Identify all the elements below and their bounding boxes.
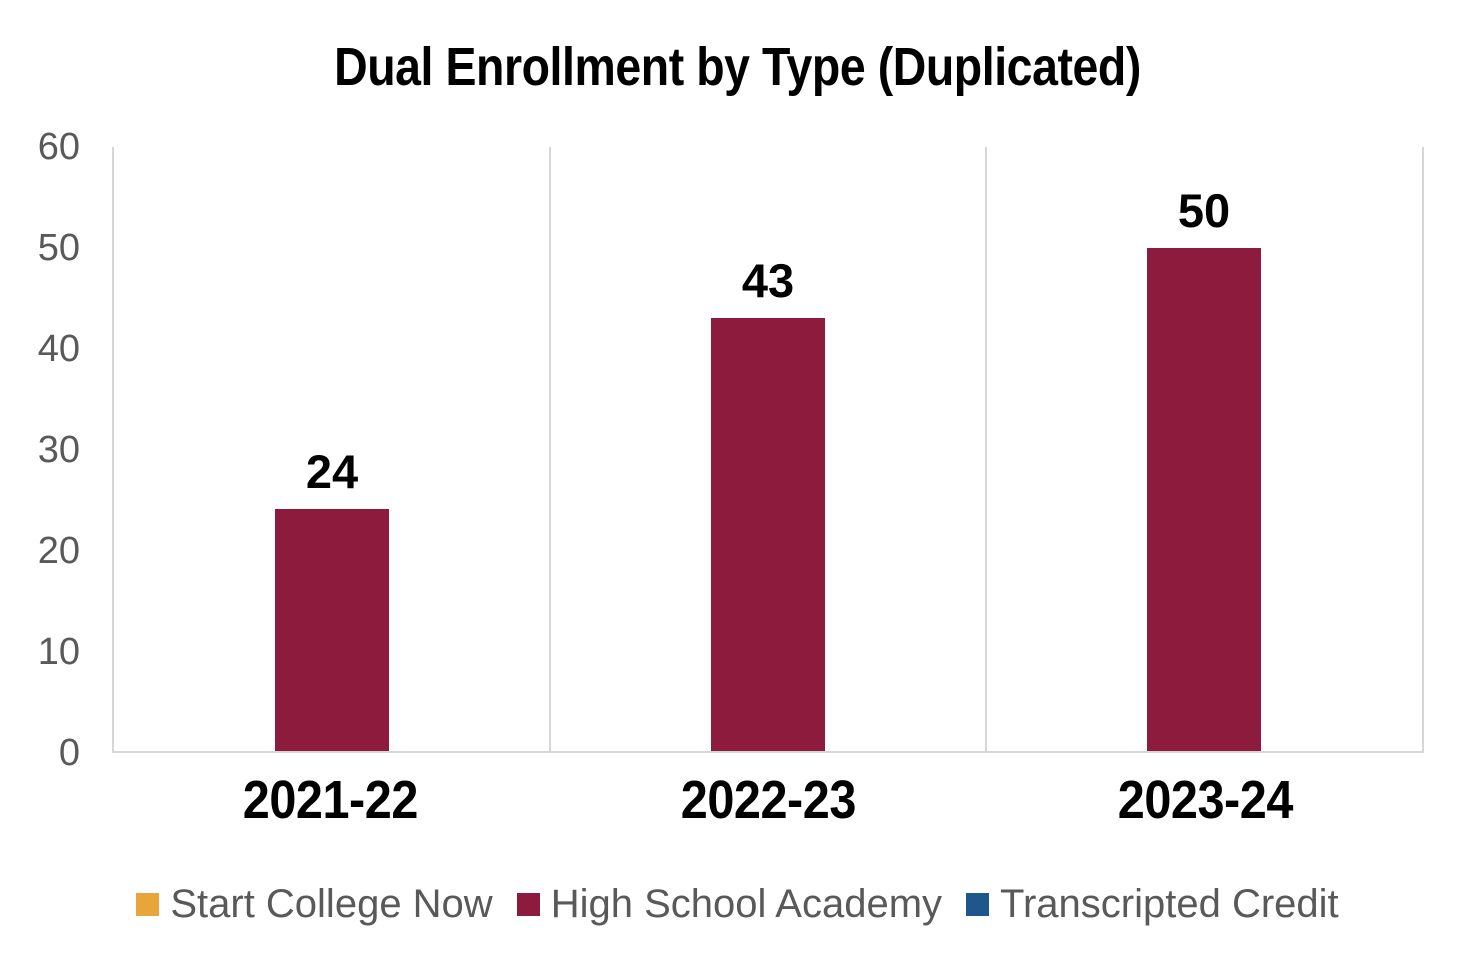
y-tick-label-50: 50 — [37, 227, 80, 269]
bar-high-school-academy-2022-23: 43 — [711, 257, 825, 751]
plot-area: 24 43 50 — [112, 147, 1424, 753]
bar-column-2022-23: 43 — [550, 147, 986, 751]
legend: Start College Now High School Academy Tr… — [0, 878, 1475, 930]
bar-value-label: 50 — [1177, 183, 1231, 237]
x-tick-2022-23: 2022-23 — [549, 765, 986, 835]
bar-column-2023-24: 50 — [986, 147, 1422, 751]
legend-item-start-college-now: Start College Now — [136, 882, 493, 926]
plot-cells: 24 43 50 — [114, 147, 1422, 751]
legend-label: Start College Now — [170, 882, 493, 926]
category-separator-line — [985, 147, 987, 751]
legend-item-transcripted-credit: Transcripted Credit — [966, 884, 1339, 924]
y-tick-label-30: 30 — [37, 429, 80, 471]
bar-column-2021-22: 24 — [114, 147, 550, 751]
y-tick-label-10: 10 — [37, 631, 80, 673]
bar-value-label: 24 — [305, 445, 359, 499]
x-tick-2023-24: 2023-24 — [987, 765, 1424, 835]
legend-item-high-school-academy: High School Academy — [516, 882, 943, 926]
y-tick-label-60: 60 — [37, 126, 80, 168]
x-tick-label: 2021-22 — [243, 770, 419, 830]
y-tick-label-0: 0 — [58, 732, 80, 774]
y-tick-label-20: 20 — [37, 530, 80, 572]
legend-swatch-start-college-now — [136, 892, 160, 916]
x-tick-label: 2023-24 — [1117, 770, 1294, 830]
chart-title: Dual Enrollment by Type (Duplicated) — [334, 37, 1141, 97]
x-tick-2021-22: 2021-22 — [112, 765, 549, 835]
legend-label: High School Academy — [550, 882, 943, 926]
x-axis: 2021-22 2022-23 2023-24 — [112, 765, 1424, 835]
bar-high-school-academy-2021-22: 24 — [275, 448, 389, 751]
bar-high-school-academy-2023-24: 50 — [1147, 187, 1261, 751]
legend-label: Transcripted Credit — [1000, 882, 1339, 926]
legend-swatch-transcripted-credit — [966, 892, 990, 916]
x-tick-label: 2022-23 — [680, 770, 856, 830]
category-separator-line — [548, 147, 551, 751]
y-tick-label-40: 40 — [37, 328, 80, 370]
legend-swatch-high-school-academy — [516, 892, 540, 916]
bar-value-label: 43 — [741, 254, 795, 308]
